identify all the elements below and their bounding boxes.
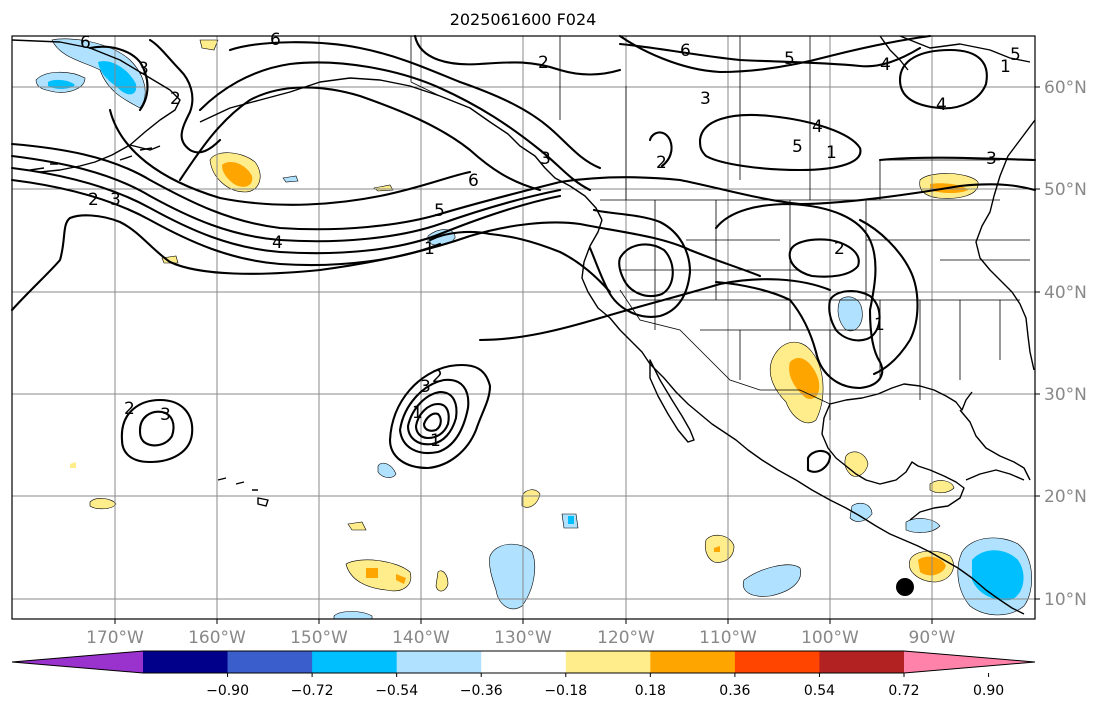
colorbar-tick-label: 0.90 (973, 683, 1004, 699)
axis-ticks (114, 86, 1040, 624)
colorbar-segment (734, 651, 820, 673)
contour-label: 3 (986, 149, 997, 169)
coastlines (11, 35, 1036, 615)
contour-label: 4 (272, 233, 283, 253)
lon-label: 170°W (86, 628, 144, 648)
lat-label: 30°N (1044, 385, 1087, 405)
lon-label: 100°W (801, 628, 859, 648)
contour-label: 3 (540, 149, 551, 169)
colorbar-tick-label: 0.72 (888, 683, 919, 699)
colorbar-tick-label: −0.18 (544, 683, 587, 699)
political-borders (410, 36, 1030, 420)
lat-label: 50°N (1044, 180, 1087, 200)
contour-label: 2 (656, 153, 667, 173)
lon-label: 90°W (909, 628, 956, 648)
contour-label: 4 (936, 95, 947, 115)
colorbar-tick-label: 0.54 (804, 683, 835, 699)
colorbar-tick-label: −0.72 (291, 683, 334, 699)
contour-label: 5 (792, 137, 803, 157)
contour-label: 5 (784, 49, 795, 69)
longitude-labels: 170°W 160°W 150°W 140°W 130°W 120°W 110°… (86, 628, 956, 648)
colorbar-segment (481, 651, 567, 673)
contour-label: 3 (160, 405, 171, 425)
contour-label: 5 (1010, 45, 1021, 65)
colorbar-extend-low (12, 651, 143, 673)
contour-label: 1 (874, 315, 885, 335)
contour-label: 3 (138, 59, 149, 79)
lon-label: 160°W (188, 628, 246, 648)
colorbar: −0.90 −0.72 −0.54 −0.36 −0.18 0.18 0.36 0.54 0.7… (11, 650, 1036, 699)
contour-label: 6 (270, 30, 281, 50)
colorbar-tick-label: 0.36 (719, 683, 750, 699)
contour-label: 4 (880, 55, 891, 75)
contour-label: 3 (700, 89, 711, 109)
contour-label: 5 (434, 201, 445, 221)
colorbar-outline (11, 650, 1036, 674)
lon-label: 110°W (699, 628, 757, 648)
lon-label: 130°W (494, 628, 552, 648)
colorbar-segment (227, 651, 313, 673)
map-title: 2025061600 F024 (449, 10, 597, 29)
colorbar-tick-label: −0.90 (206, 683, 249, 699)
graticule (12, 36, 1035, 619)
contour-label: 2 (170, 89, 181, 109)
contour-label: 6 (680, 41, 691, 61)
contour-label: 2 (432, 367, 443, 387)
contour-label: 1 (826, 143, 837, 163)
contour-label: 2 (538, 53, 549, 73)
lon-label: 140°W (392, 628, 450, 648)
lat-label: 40°N (1044, 283, 1087, 303)
contour-label: 3 (420, 377, 431, 397)
colorbar-tick-label: 0.18 (635, 683, 666, 699)
lat-label: 60°N (1044, 78, 1087, 98)
colorbar-segment (143, 651, 229, 673)
contour-label: 1 (412, 403, 423, 423)
colorbar-segment (396, 651, 482, 673)
contour-lines (10, 34, 1037, 473)
contour-label: 1 (424, 239, 435, 259)
colorbar-segment (312, 651, 398, 673)
contour-label: 2 (124, 399, 135, 419)
lat-label: 10°N (1044, 590, 1087, 610)
contour-label: 2 (88, 190, 99, 210)
colorbar-extend-high (904, 651, 1035, 673)
colorbar-segment (650, 651, 736, 673)
location-marker (896, 578, 914, 596)
contour-label: 6 (80, 33, 91, 53)
colorbar-segment (565, 651, 651, 673)
lon-label: 150°W (290, 628, 348, 648)
latitude-labels: 60°N 50°N 40°N 30°N 20°N 10°N (1044, 78, 1087, 610)
contour-label: 3 (110, 190, 121, 210)
lat-label: 20°N (1044, 487, 1087, 507)
contour-label-group: 6 3 2 3 2 6 4 6 5 4 3 5 2 3 2 4 6 5 1 2 … (80, 30, 1021, 451)
lon-label: 120°W (597, 628, 655, 648)
colorbar-segment (819, 651, 905, 673)
colorbar-tick-label: −0.54 (375, 683, 418, 699)
contour-label: 6 (468, 171, 479, 191)
contour-label: 1 (430, 431, 441, 451)
contour-label: 1 (1000, 57, 1011, 77)
contour-label: 2 (834, 239, 845, 259)
shading-layer (35, 38, 1033, 620)
colorbar-tick-label: −0.36 (460, 683, 503, 699)
contour-label: 4 (812, 117, 823, 137)
